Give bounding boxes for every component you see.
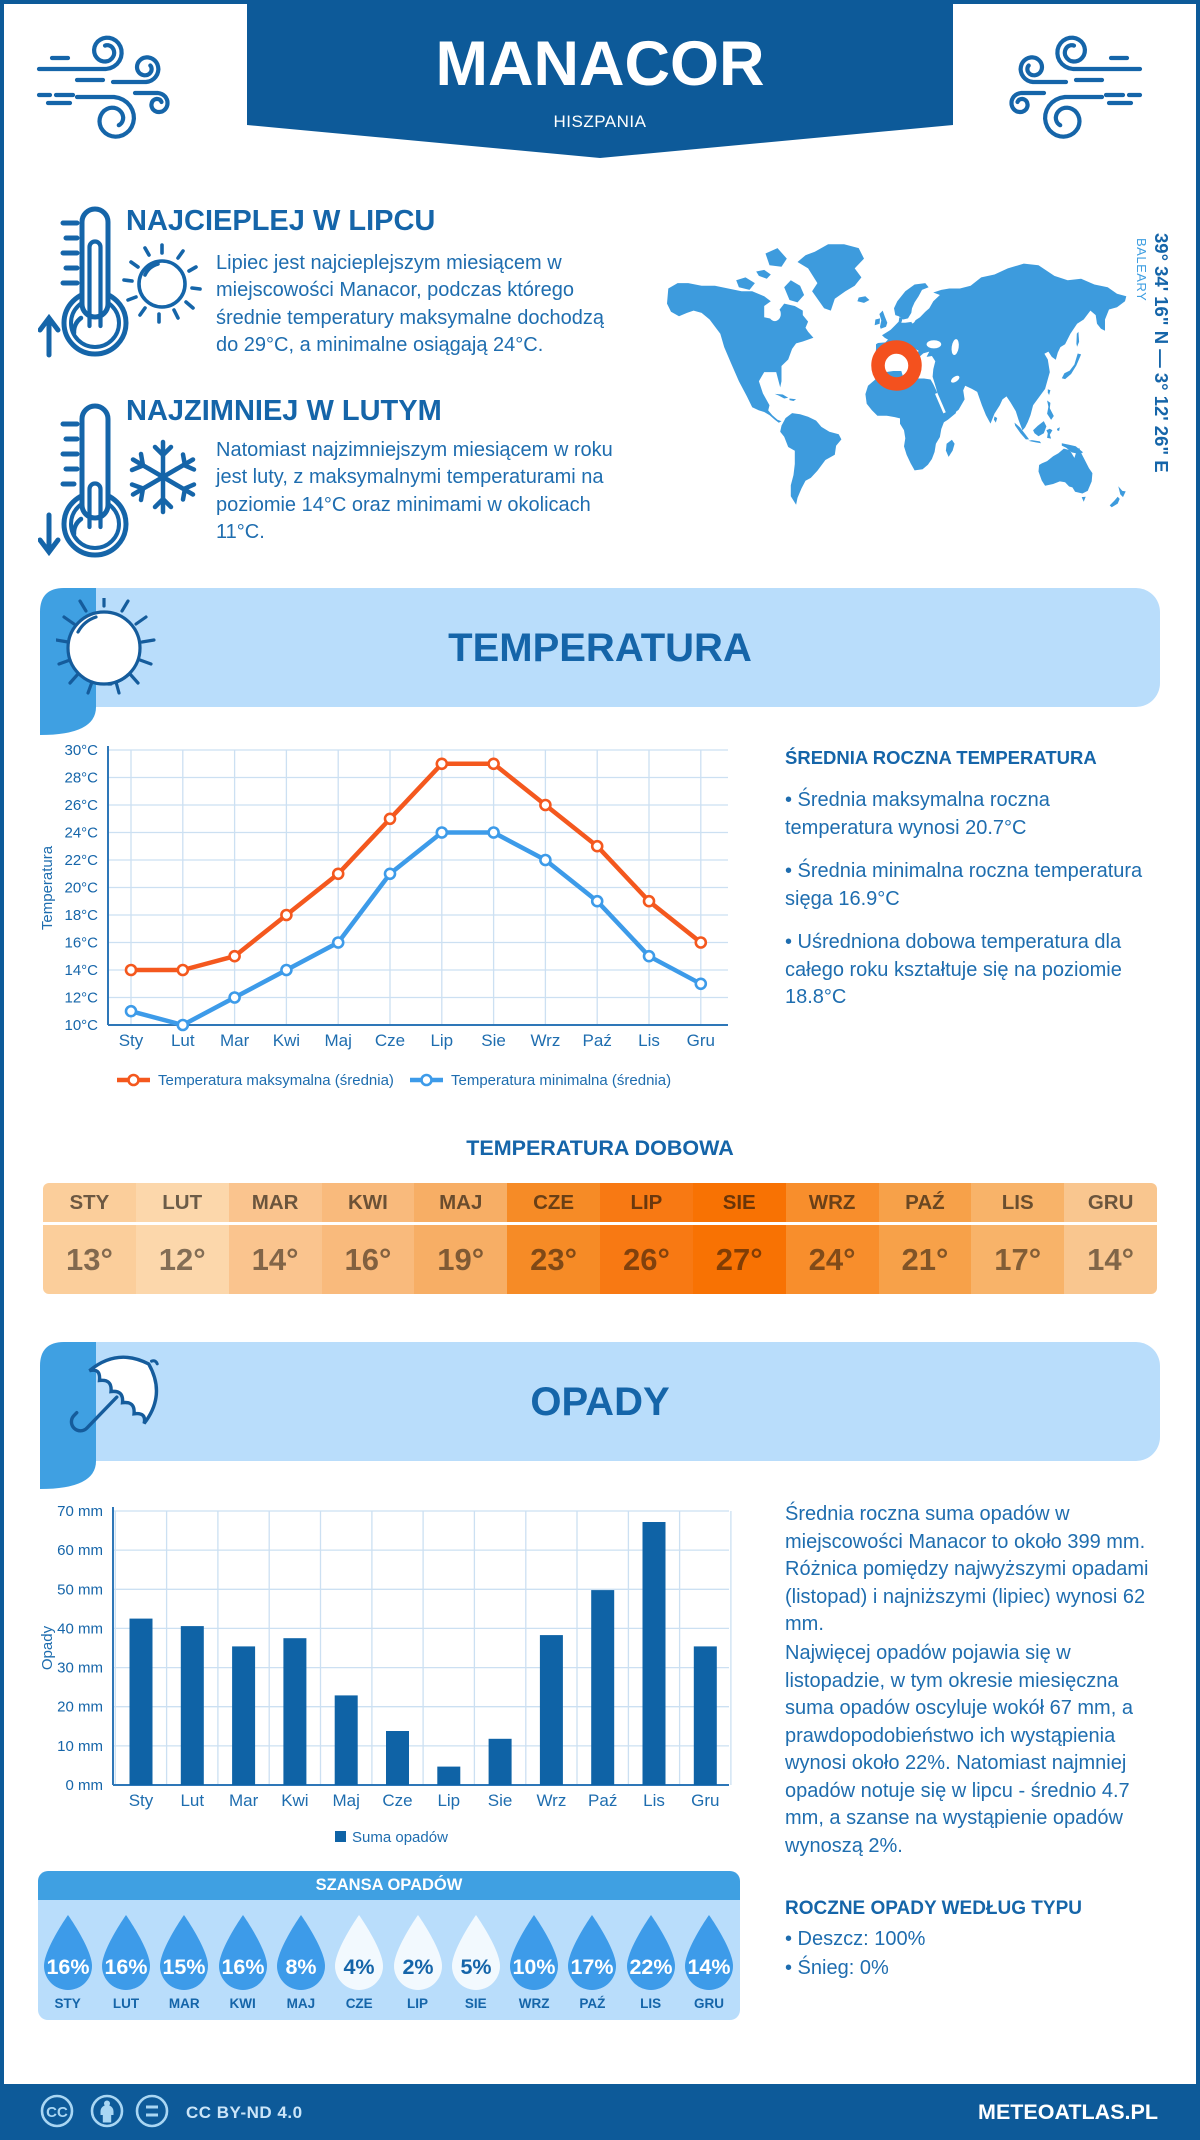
svg-text:20 mm: 20 mm — [57, 1699, 103, 1716]
svg-text:10 mm: 10 mm — [57, 1738, 103, 1755]
svg-text:Lis: Lis — [638, 1031, 660, 1050]
svg-text:26°C: 26°C — [64, 797, 98, 814]
svg-text:18°C: 18°C — [64, 907, 98, 924]
svg-text:10%: 10% — [513, 1955, 556, 1979]
svg-text:Wrz: Wrz — [536, 1791, 566, 1810]
svg-text:5%: 5% — [460, 1955, 491, 1979]
svg-text:15%: 15% — [163, 1955, 206, 1979]
svg-text:Lip: Lip — [437, 1791, 460, 1810]
svg-text:CC: CC — [46, 2104, 68, 2121]
svg-text:Maj: Maj — [332, 1791, 359, 1810]
svg-text:16%: 16% — [46, 1955, 89, 1979]
svg-text:Paź: Paź — [583, 1031, 612, 1050]
svg-text:Gru: Gru — [691, 1791, 719, 1810]
svg-text:Lut: Lut — [180, 1791, 204, 1810]
svg-text:4%: 4% — [344, 1955, 375, 1979]
svg-text:0 mm: 0 mm — [66, 1777, 104, 1794]
svg-text:Paź: Paź — [588, 1791, 617, 1810]
svg-text:Temperatura: Temperatura — [39, 845, 56, 930]
svg-text:Sty: Sty — [129, 1791, 154, 1810]
svg-text:2%: 2% — [402, 1955, 433, 1979]
svg-text:Mar: Mar — [220, 1031, 250, 1050]
svg-text:Gru: Gru — [687, 1031, 715, 1050]
svg-text:Sty: Sty — [119, 1031, 144, 1050]
svg-text:16%: 16% — [104, 1955, 147, 1979]
svg-text:Sie: Sie — [481, 1031, 506, 1050]
svg-text:14°C: 14°C — [64, 962, 98, 979]
svg-text:24°C: 24°C — [64, 825, 98, 842]
svg-text:60 mm: 60 mm — [57, 1542, 103, 1559]
svg-text:Lis: Lis — [643, 1791, 665, 1810]
svg-text:Kwi: Kwi — [273, 1031, 300, 1050]
svg-text:30°C: 30°C — [64, 742, 98, 759]
svg-text:22°C: 22°C — [64, 852, 98, 869]
svg-text:16°C: 16°C — [64, 935, 98, 952]
svg-text:Lip: Lip — [430, 1031, 453, 1050]
svg-text:70 mm: 70 mm — [57, 1503, 103, 1520]
svg-text:Mar: Mar — [229, 1791, 259, 1810]
svg-text:Suma opadów: Suma opadów — [352, 1829, 448, 1846]
svg-text:Kwi: Kwi — [281, 1791, 308, 1810]
svg-text:Temperatura maksymalna (średni: Temperatura maksymalna (średnia) — [158, 1072, 394, 1089]
svg-text:Lut: Lut — [171, 1031, 195, 1050]
svg-text:14%: 14% — [687, 1955, 730, 1979]
svg-text:12°C: 12°C — [64, 990, 98, 1007]
svg-text:Cze: Cze — [382, 1791, 412, 1810]
svg-text:22%: 22% — [629, 1955, 672, 1979]
svg-text:28°C: 28°C — [64, 770, 98, 787]
svg-text:Wrz: Wrz — [530, 1031, 560, 1050]
svg-text:10°C: 10°C — [64, 1017, 98, 1034]
svg-text:16%: 16% — [221, 1955, 264, 1979]
svg-text:20°C: 20°C — [64, 880, 98, 897]
svg-text:Temperatura minimalna (średnia: Temperatura minimalna (średnia) — [451, 1072, 671, 1089]
svg-text:30 mm: 30 mm — [57, 1660, 103, 1677]
svg-text:Sie: Sie — [488, 1791, 513, 1810]
svg-text:8%: 8% — [285, 1955, 316, 1979]
svg-text:17%: 17% — [571, 1955, 614, 1979]
svg-text:40 mm: 40 mm — [57, 1620, 103, 1637]
svg-text:Maj: Maj — [324, 1031, 351, 1050]
svg-text:50 mm: 50 mm — [57, 1581, 103, 1598]
svg-text:Opady: Opady — [39, 1625, 56, 1670]
svg-text:Cze: Cze — [375, 1031, 405, 1050]
